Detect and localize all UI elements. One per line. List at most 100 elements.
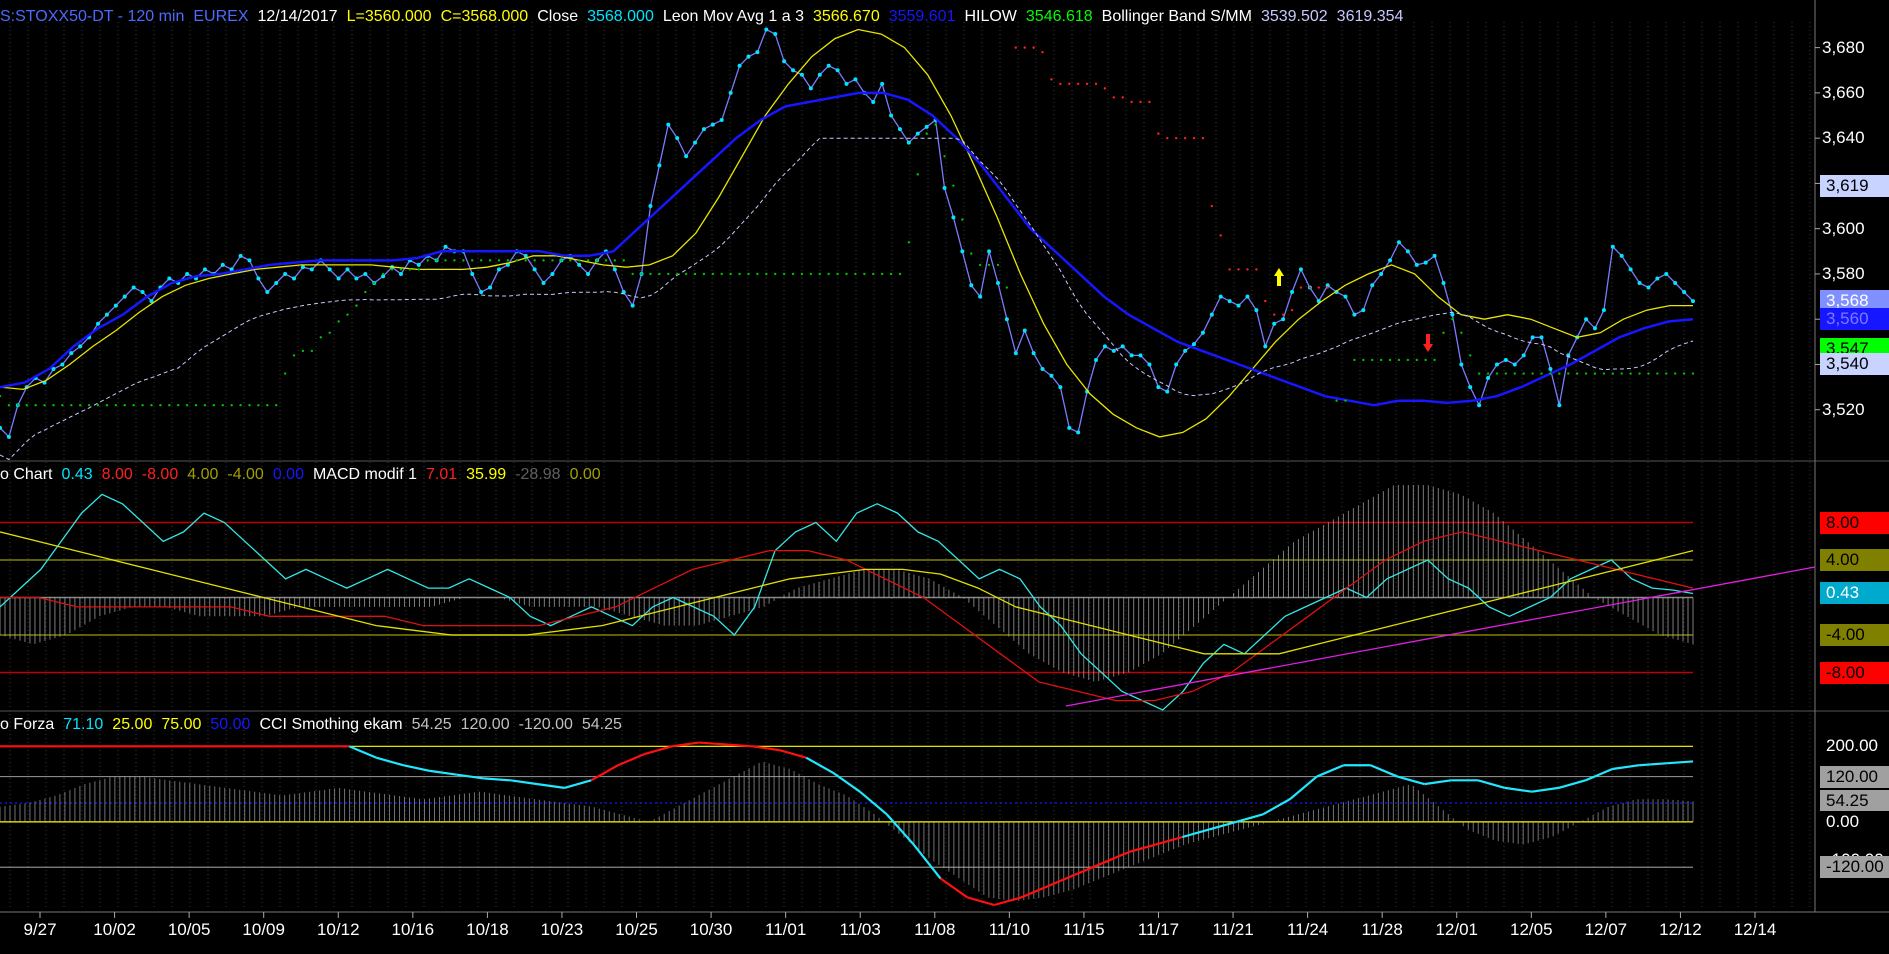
axis-value-badge: 120.00	[1820, 765, 1889, 788]
header-item: MACD modif 1	[312, 466, 417, 483]
hilow-dot	[1575, 372, 1579, 375]
cci-series-line	[1047, 873, 1076, 888]
price-point	[1405, 249, 1410, 254]
price-point	[292, 276, 297, 281]
macd-series-line	[0, 531, 1694, 702]
hilow-dot	[729, 272, 732, 276]
header-item: 0.00	[272, 466, 304, 483]
hilow-dot	[1068, 82, 1071, 86]
price-point	[167, 276, 172, 281]
hilow-dot	[1094, 82, 1098, 86]
header-item: EUREX	[193, 8, 249, 25]
price-point	[541, 281, 546, 285]
hilow-dot	[25, 404, 28, 407]
date-tick-label: 10/05	[167, 920, 211, 939]
hilow-dot	[1174, 136, 1178, 140]
cci-series-line	[1235, 813, 1264, 823]
hilow-dot	[542, 259, 545, 262]
header-item: 75.00	[161, 716, 202, 733]
hilow-dot	[453, 259, 456, 262]
hilow-dot	[301, 349, 305, 353]
price-point	[728, 90, 733, 95]
price-point	[122, 294, 127, 299]
hilow-dot	[756, 272, 759, 276]
price-point	[345, 267, 350, 272]
hilow-dot	[934, 123, 937, 126]
price-point	[1610, 244, 1615, 249]
hilow-dot	[355, 304, 358, 307]
hilow-dot	[1513, 372, 1516, 375]
header-item: S:STOXX50-DT - 120 min	[0, 8, 185, 25]
header-item: 3566.670	[812, 8, 880, 25]
cci-series-line	[967, 896, 995, 907]
hilow-dot	[586, 259, 590, 262]
cci-panel-header: o Forza 71.10 25.00 75.00 50.00 CCI Smothing …	[0, 716, 631, 734]
hilow-dot	[1415, 358, 1418, 362]
hilow-dot	[1638, 372, 1641, 375]
axis-value-badge: 4.00	[1820, 549, 1889, 571]
cci-series-line	[779, 749, 807, 759]
axis-value-badge: -4.00	[1820, 624, 1889, 646]
header-item: 3619.354	[1336, 8, 1404, 25]
hilow-dot	[194, 404, 198, 407]
hilow-dot	[114, 404, 118, 407]
price-point	[764, 27, 769, 32]
hilow-dot	[1522, 372, 1525, 375]
date-tick-label: 11/03	[839, 920, 881, 939]
price-point	[1129, 353, 1134, 358]
price-point	[693, 140, 698, 145]
hilow-dot	[595, 259, 599, 262]
price-point	[443, 244, 448, 249]
price-point	[381, 274, 386, 279]
header-item: 12/14/2017	[257, 8, 338, 25]
hilow-dot	[319, 336, 322, 339]
date-tick-label: 12/07	[1584, 920, 1628, 939]
header-item: -28.98	[515, 466, 561, 483]
cci-series-line	[375, 756, 404, 767]
hilow-dot	[123, 404, 126, 407]
price-point	[354, 276, 359, 281]
hilow-dot	[497, 259, 501, 262]
hilow-dot	[1469, 354, 1472, 357]
hilow-dot	[800, 272, 804, 276]
hilow-dot	[863, 272, 866, 276]
price-point	[1183, 348, 1188, 353]
hilow-dot	[880, 272, 884, 276]
hilow-dot	[1682, 372, 1686, 375]
cci-series-line	[1424, 779, 1452, 786]
hilow-dot	[1611, 372, 1615, 375]
price-point	[1459, 362, 1464, 367]
cci-series-line	[456, 773, 484, 780]
date-tick-label: 10/25	[615, 920, 658, 939]
price-point	[871, 99, 876, 104]
hilow-dot	[577, 259, 581, 262]
hilow-dot	[328, 331, 331, 334]
macd-series-line	[0, 531, 1694, 655]
hilow-dot	[1691, 372, 1695, 375]
hilow-dot	[738, 272, 741, 276]
price-point	[906, 140, 911, 145]
header-item: Close	[537, 8, 579, 25]
price-point	[479, 290, 484, 295]
cci-series-line	[1128, 843, 1156, 854]
price-point	[1557, 403, 1562, 408]
hilow-dot	[399, 268, 403, 271]
price-point	[69, 351, 74, 356]
date-tick-label: 12/01	[1435, 920, 1479, 939]
cci-series-line	[1612, 764, 1640, 771]
hilow-dot	[818, 272, 821, 276]
price-point	[185, 271, 190, 276]
price-point	[1067, 425, 1072, 430]
price-tick-label: 3,660	[1822, 82, 1865, 102]
hilow-dot	[1005, 286, 1009, 289]
price-point	[60, 362, 65, 367]
hilow-dot	[444, 259, 447, 262]
down-arrow-icon	[1423, 334, 1433, 352]
hilow-dot	[1379, 358, 1383, 362]
price-series-line	[0, 91, 1694, 407]
axis-value-badge: 0.43	[1820, 582, 1889, 605]
hilow-dot	[711, 272, 715, 276]
date-axis-bg	[0, 914, 1889, 954]
price-point	[1040, 367, 1045, 371]
